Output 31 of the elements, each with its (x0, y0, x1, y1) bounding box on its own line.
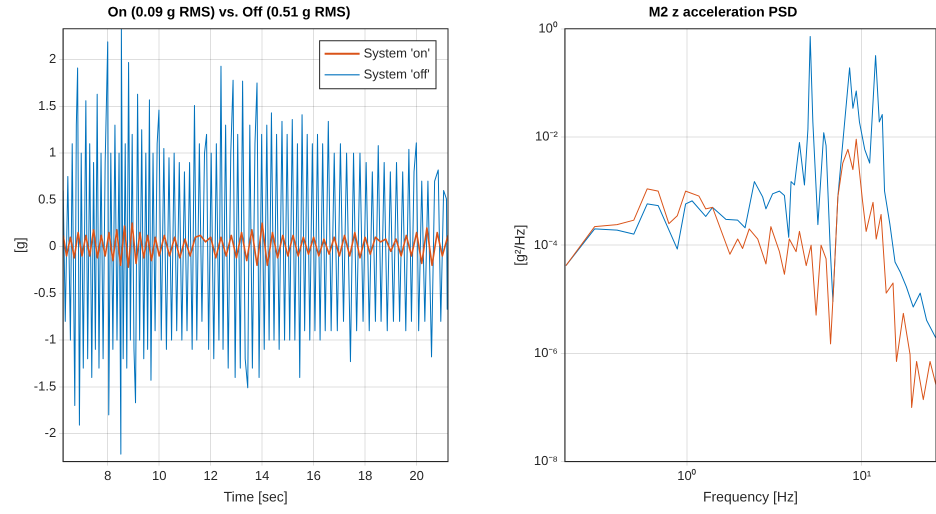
y-tick-label: 10⁻⁶ (534, 344, 558, 360)
x-tick-label: 10 (152, 468, 166, 483)
y-tick-label: 10⁰ (538, 20, 558, 36)
y-tick-label: 10⁻⁴ (534, 236, 558, 252)
x-axis-title: Time [sec] (224, 488, 288, 504)
y-tick-label: -2 (44, 425, 56, 440)
y-tick-label: 10⁻⁸ (534, 453, 558, 468)
x-tick-label: 20 (409, 468, 424, 483)
y-axis-title: [g] (11, 237, 28, 253)
chart-title: M2 z acceleration PSD (648, 3, 798, 20)
x-tick-label: 8 (104, 468, 112, 483)
x-tick-label: 10¹ (852, 468, 872, 483)
legend-label: System 'on' (364, 45, 430, 60)
x-tick-label: 10⁰ (677, 468, 697, 483)
y-axis-title: [g²/Hz] (511, 224, 528, 266)
legend-label: System 'off' (364, 66, 430, 82)
x-tick-label: 16 (306, 468, 321, 483)
y-tick-label: 1.5 (38, 98, 56, 113)
x-tick-label: 14 (254, 468, 270, 483)
y-tick-label: -1.5 (34, 378, 56, 394)
chart-title: On (0.09 g RMS) vs. Off (0.51 g RMS) (108, 3, 350, 20)
y-tick-label: 2 (48, 51, 56, 66)
x-axis-title: Frequency [Hz] (702, 488, 798, 504)
y-tick-label: 0 (48, 238, 56, 254)
x-tick-label: 12 (203, 468, 218, 483)
y-tick-label: 1 (48, 144, 56, 160)
y-tick-label: 10⁻² (535, 128, 559, 144)
y-tick-label: -1 (44, 332, 56, 347)
y-tick-label: -0.5 (34, 284, 56, 300)
y-tick-label: 0.5 (38, 191, 56, 206)
x-tick-label: 18 (358, 468, 372, 483)
